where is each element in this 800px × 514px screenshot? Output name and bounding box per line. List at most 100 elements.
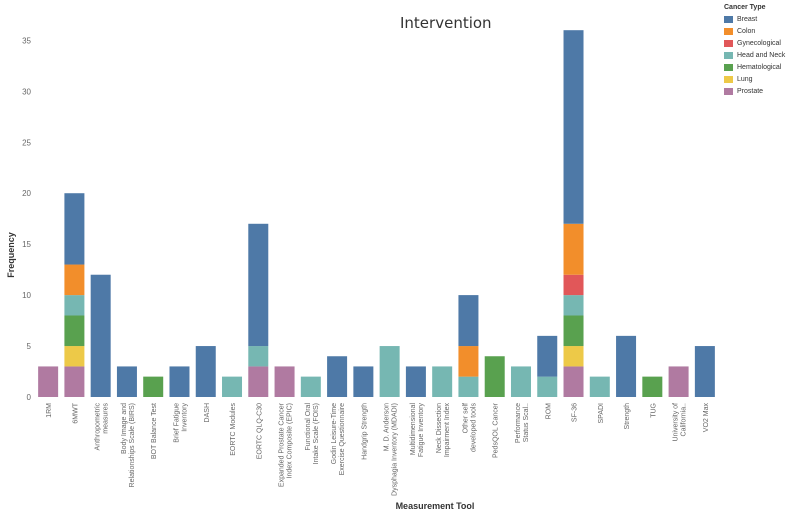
bar-segment	[458, 376, 479, 397]
bar-segment	[616, 335, 637, 397]
bar-segment	[64, 366, 85, 397]
bar-segment	[563, 315, 584, 347]
bar-segment	[64, 295, 85, 316]
x-tick-label-line: University of	[673, 403, 680, 442]
legend-swatch	[724, 63, 733, 71]
x-tick-label-line: Relationships Scale (BIRS)	[129, 403, 136, 487]
x-tick-label-line: BOT Balance Test	[151, 403, 158, 459]
bar-segment	[248, 366, 269, 397]
bar-segment	[537, 335, 558, 377]
y-tick-label: 25	[22, 138, 31, 147]
x-tick-label-line: EORTC QLQ-C30	[256, 403, 263, 459]
legend-item: Gynecological	[724, 37, 798, 49]
bar-segment	[642, 376, 663, 397]
legend-label: Breast	[737, 15, 758, 23]
x-tick-label: 6MWT	[72, 402, 79, 423]
y-tick-label: 15	[22, 240, 31, 249]
legend-item: Prostate	[724, 85, 798, 97]
x-tick-label: Expanded Prostate CancerIndex Composite …	[279, 402, 294, 487]
bar-segment	[353, 366, 374, 397]
x-tick-label: Handgrip Strength	[361, 403, 368, 460]
legend-label: Head and Neck	[737, 51, 786, 59]
x-tick-label: Other selfdeveloped tools	[462, 403, 477, 453]
legend-label: Gynecological	[737, 39, 781, 47]
bar-segment	[300, 376, 321, 397]
x-tick-label-line: Strength	[624, 403, 631, 430]
bar-segment	[274, 366, 295, 397]
x-tick-label-line: SF-36	[572, 403, 579, 422]
x-tick-label-line: 6MWT	[72, 402, 79, 423]
x-tick-label: M. D. AndersonDysphagia Inventory (MDADI…	[384, 403, 399, 496]
bar-segment	[510, 366, 531, 397]
bar-segment	[248, 346, 269, 367]
legend-item: Colon	[724, 25, 798, 37]
x-tick-label-line: VO2 Max	[703, 403, 710, 433]
bar-segment	[38, 366, 59, 397]
x-tick-label-line: measures	[103, 403, 110, 434]
x-tick-label-line: Performance	[515, 403, 522, 443]
x-tick-label: PerformanceStatus Scal..	[515, 403, 530, 443]
x-tick-label-line: ROM	[545, 403, 552, 420]
x-tick-label: University ofCalifornia..	[673, 403, 688, 442]
x-tick-label-line: PedsQOL Cancer	[493, 402, 500, 458]
x-tick-label: Neck DissectionImpairment Index	[436, 403, 451, 458]
x-tick-label-line: Intake Scale (FOIS)	[313, 403, 320, 464]
x-tick-label: Body Image andRelationships Scale (BIRS)	[121, 403, 136, 488]
y-tick-label: 0	[27, 393, 32, 402]
x-tick-label-line: Godin Leisure-Time	[331, 403, 338, 464]
x-tick-label-line: SPADI	[598, 403, 605, 424]
x-tick-label-line: Exercise Questionnaire	[339, 403, 346, 475]
x-tick-label-line: Dysphagia Inventory (MDADI)	[392, 403, 399, 496]
y-tick-label: 35	[22, 36, 31, 45]
x-tick-label-line: Anthropometric	[95, 403, 102, 451]
legend-label: Hematological	[737, 63, 782, 71]
x-tick-label: TUG	[650, 403, 657, 418]
bar-segment	[563, 346, 584, 367]
legend-swatch	[724, 87, 733, 95]
x-tick-label-line: Handgrip Strength	[361, 403, 368, 460]
legend-swatch	[724, 75, 733, 83]
y-tick-label: 30	[22, 87, 31, 96]
y-tick-label: 5	[27, 342, 32, 351]
x-tick-label-line: Impairment Index	[444, 403, 451, 458]
bar-segment	[563, 295, 584, 316]
x-tick-label-line: DASH	[204, 403, 211, 422]
x-tick-label-line: Brief Fatigue	[173, 403, 180, 443]
x-tick-label: PedsQOL Cancer	[493, 402, 500, 458]
bar-segment	[458, 346, 479, 377]
x-tick-label-line: Other self	[462, 403, 469, 433]
legend: Cancer Type Breast Colon Gynecological Head…	[724, 4, 798, 97]
x-tick-label-line: TUG	[650, 403, 657, 418]
x-tick-label: Godin Leisure-TimeExercise Questionnaire	[331, 403, 346, 475]
bar-segment	[589, 376, 610, 397]
x-tick-label: Brief FatigueInventory	[173, 403, 188, 443]
x-tick-label-line: Body Image and	[121, 403, 128, 454]
bar-segment	[563, 274, 584, 296]
x-tick-label: Strength	[624, 403, 631, 430]
bar-segment	[143, 376, 164, 397]
bar-segment	[668, 366, 689, 397]
legend-title: Cancer Type	[724, 4, 766, 11]
x-tick-label-line: Inventory	[181, 403, 188, 432]
legend-item: Hematological	[724, 61, 798, 73]
x-tick-label: EORTC QLQ-C30	[256, 403, 263, 459]
x-tick-label: 1RM	[46, 403, 53, 418]
bar-segment	[563, 30, 584, 224]
legend-items: Breast Colon Gynecological Head and Neck Hem…	[724, 13, 798, 97]
x-tick-label: ROM	[545, 403, 552, 420]
bar-segment	[222, 376, 243, 397]
chart-title: Intervention	[400, 14, 492, 32]
x-tick-label: Functional OralIntake Scale (FOIS)	[305, 403, 320, 465]
x-tick-label-line: Functional Oral	[305, 403, 312, 451]
bar-segment	[694, 346, 715, 397]
x-tick-label-line: Fatigue Inventory	[418, 403, 425, 458]
x-tick-label-line: Index Composite (EPIC)	[287, 403, 294, 478]
bar-segment	[405, 366, 426, 397]
x-tick-label: SF-36	[572, 403, 579, 422]
bar-segment	[327, 356, 348, 397]
x-tick-label-line: developed tools	[470, 403, 477, 453]
x-tick-label-line: California..	[681, 403, 688, 437]
x-tick-label: Anthropometricmeasures	[95, 403, 110, 451]
bar-segment	[195, 346, 216, 397]
